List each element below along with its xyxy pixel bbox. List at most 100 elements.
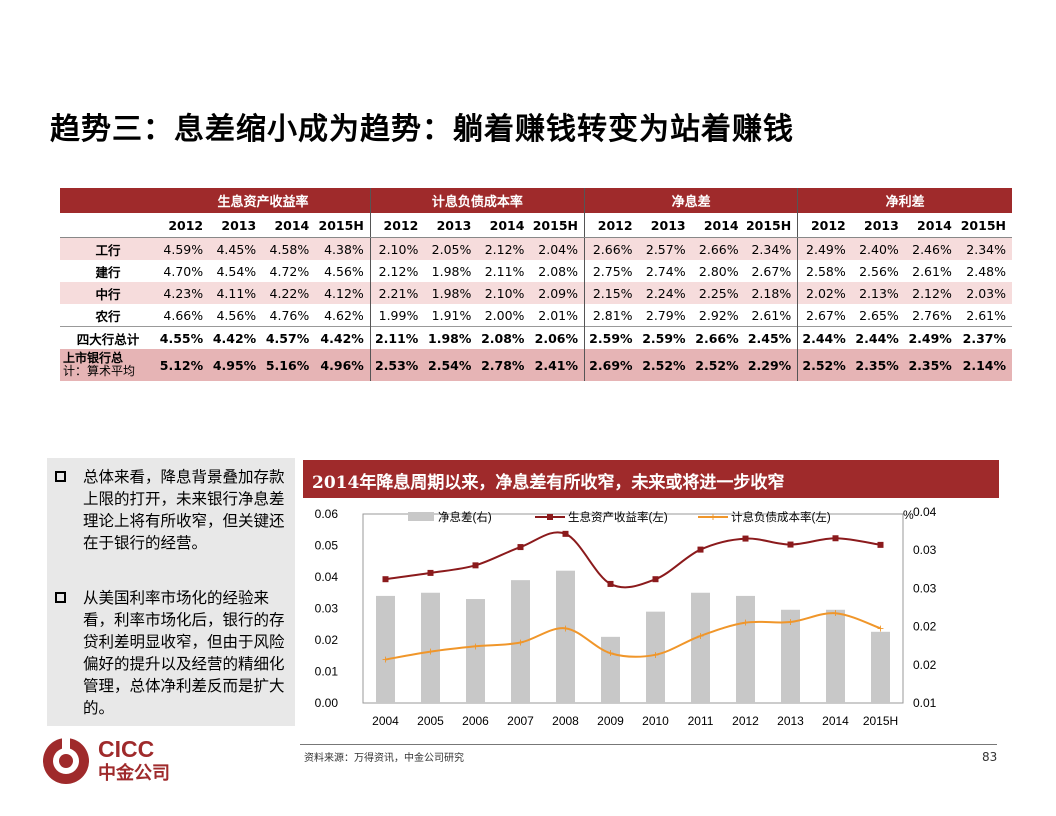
table-cell: 4.56% (216, 307, 257, 323)
table-cell: 2.03% (957, 282, 1012, 304)
year-header: 2014 (904, 213, 958, 238)
bar-netmargin (376, 595, 395, 703)
chart-banner-text: 2014年降息周期以来，净息差有所收窄，未来或将进一步收窄 (312, 473, 785, 493)
table-cell: 2.74% (645, 263, 686, 279)
x-tick-label: 2009 (597, 714, 624, 728)
point-asset-yield (562, 530, 569, 537)
table-cell: 4.76% (269, 307, 310, 323)
line-liability-cost (385, 612, 881, 661)
table-cell: 2.44% (851, 326, 905, 349)
table-cell: 2.52% (638, 349, 692, 381)
table-row: 中行 4.23% 4.11% 4.22% 4.12% 2.21% 1.98% 2.10% 2.0… (60, 282, 1012, 304)
table-cell: 2.59% (638, 326, 692, 349)
legend-marker (547, 514, 553, 520)
table-cell: 2.21% (369, 282, 425, 304)
table-cell: 2.52% (797, 349, 852, 381)
table-cell: 2.52% (691, 349, 745, 381)
right-axis-tick-label: 0.02 (913, 658, 937, 672)
right-axis-tick-label: 0.04 (913, 505, 937, 519)
table-cell: 2.57% (638, 237, 692, 260)
year-header: 2015H (744, 213, 798, 238)
year-header: 2014 (262, 213, 316, 238)
table-cell: 2.78% (477, 349, 531, 381)
table-cell: 2.01% (538, 307, 578, 323)
right-axis-tick-label: 0.02 (913, 620, 937, 634)
page-number: 83 (982, 750, 998, 764)
x-tick-label: 2012 (732, 714, 759, 728)
table-row: 农行 4.66% 4.56% 4.76% 4.62% 1.99% 1.91% 2.00% 2.0… (60, 304, 1012, 327)
table-cell: 2.12% (369, 260, 425, 282)
bar-netmargin (601, 636, 620, 703)
table-cell: 2.11% (369, 326, 425, 349)
table-cell: 1.98% (424, 326, 478, 349)
table-cell: 4.57% (262, 326, 316, 349)
chart-area: 0.06 0.05 0.04 0.03 0.02 0.01 0.00 0.04 0.03 0.03… (303, 498, 1003, 734)
header-blank (60, 188, 157, 213)
group-header: 净息差 (583, 188, 798, 213)
table-cell: 2.45% (744, 326, 798, 349)
table-cell: 2.56% (859, 263, 899, 279)
left-axis-tick-label: 0.02 (315, 633, 339, 647)
logo-text: CICC (98, 736, 154, 762)
x-tick-label: 2008 (552, 714, 579, 728)
bar-netmargin (736, 595, 755, 703)
table-cell: 4.58% (262, 237, 316, 260)
table-cell: 2.35% (904, 349, 958, 381)
point-asset-yield (607, 580, 614, 587)
page-title: 趋势三：息差缩小成为趋势：躺着赚钱转变为站着赚钱 (50, 112, 794, 147)
bullet-square-icon (55, 592, 66, 603)
row-label: 建行 (95, 264, 121, 280)
table-cell: 4.12% (315, 282, 371, 304)
logo-mark-icon: CICC 中金公司 (43, 735, 170, 784)
row-label-line: 计：算术平均 (63, 364, 136, 378)
point-liability-cost: + (607, 646, 614, 660)
table-row: 工行 4.59% 4.45% 4.58% 4.38% 2.10% 2.05% 2.12% 2.0… (60, 237, 1012, 260)
table-cell: 2.61% (912, 263, 952, 279)
note-text: 从美国利率市场化的经验来看，利率市场化后，银行的存贷利差明显收窄，但由于风险偏好… (83, 589, 285, 717)
table-cell: 2.69% (583, 349, 639, 381)
table-cell: 5.12% (156, 349, 210, 381)
bar-netmargin (826, 609, 845, 703)
table-cell: 2.12% (904, 282, 958, 304)
table-cell: 2.02% (797, 282, 852, 304)
point-asset-yield (517, 544, 524, 551)
point-liability-cost: + (562, 621, 569, 635)
row-label: 四大行总计 (60, 326, 157, 349)
year-header: 2015H (957, 213, 1012, 238)
point-asset-yield (787, 541, 794, 548)
table-cell: 2.35% (851, 349, 905, 381)
table-cell: 2.15% (583, 282, 639, 304)
legend-label: 计息负债成本率(左) (731, 510, 831, 524)
x-tick-label: 2015H (863, 714, 898, 728)
table-cell: 2.61% (966, 307, 1006, 323)
legend-label: 净息差(右) (438, 510, 492, 524)
table-cell: 2.09% (530, 282, 585, 304)
x-tick-label: 2006 (462, 714, 489, 728)
table-cell: 2.12% (477, 237, 531, 260)
point-liability-cost: + (652, 648, 659, 662)
point-liability-cost: + (742, 616, 749, 630)
chart-svg: 0.06 0.05 0.04 0.03 0.02 0.01 0.00 0.04 0.03 0.03… (315, 505, 937, 728)
table-cell: 2.05% (424, 237, 478, 260)
table-cell: 2.49% (797, 237, 852, 260)
table-cell: 2.37% (957, 326, 1012, 349)
table-cell: 4.66% (163, 307, 204, 323)
year-header: 2012 (369, 213, 425, 238)
logo-subtext: 中金公司 (98, 762, 170, 784)
table-cell: 4.56% (324, 263, 364, 279)
table-cell: 2.81% (583, 304, 639, 327)
table-cell: 5.16% (262, 349, 316, 381)
table-cell: 2.48% (966, 263, 1006, 279)
table-cell: 4.72% (269, 263, 310, 279)
plot-frame (362, 513, 904, 704)
x-tick-label: 2005 (417, 714, 444, 728)
left-axis-tick-label: 0.06 (315, 507, 339, 521)
bar-netmargin (466, 599, 485, 703)
point-liability-cost: + (382, 653, 389, 667)
table-cell: 4.38% (315, 237, 371, 260)
table-cell: 2.65% (859, 307, 899, 323)
table-cell: 1.91% (431, 307, 472, 323)
year-header: 2012 (156, 213, 210, 238)
row-label: 上市银行总 计：算术平均 (60, 349, 157, 381)
group-header: 计息负债成本率 (369, 188, 585, 213)
